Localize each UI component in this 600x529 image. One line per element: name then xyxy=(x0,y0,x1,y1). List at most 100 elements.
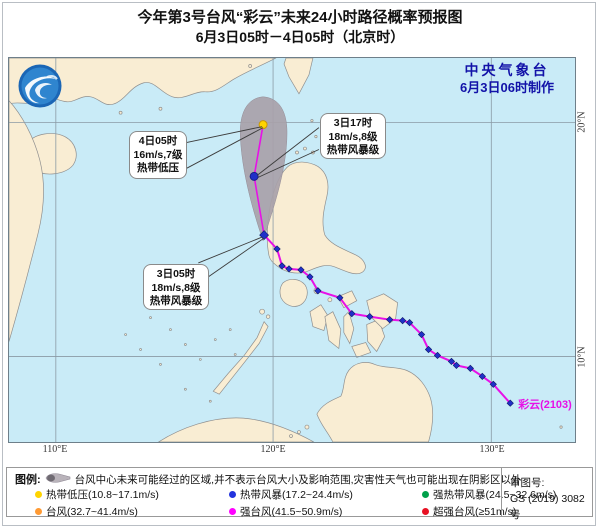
legend-item: 强台风(41.5~50.9m/s) xyxy=(229,504,342,519)
track-point xyxy=(478,372,486,380)
cone-note: 台风中心未来可能经过的区域,并不表示台风大小及影响范围,灾害性天气也可能出现在阴… xyxy=(74,473,522,486)
leader-line xyxy=(198,236,263,264)
land-bohol xyxy=(351,342,372,358)
land-palawan xyxy=(212,320,269,395)
leader-line xyxy=(256,127,320,176)
islet xyxy=(118,110,123,115)
legend-color-dot xyxy=(422,491,429,498)
islet xyxy=(304,424,310,430)
legend-color-dot xyxy=(229,508,236,515)
land-vietnam xyxy=(9,100,44,342)
cone-layer xyxy=(239,96,288,242)
legend-item: 热带风暴(17.2~24.4m/s) xyxy=(229,487,353,502)
legend-color-dot xyxy=(35,491,42,498)
track-point xyxy=(297,266,305,274)
lon-label: 110°E xyxy=(42,444,68,455)
legend-item: 超强台风(≥51m/s) xyxy=(422,504,516,519)
track-point xyxy=(452,361,461,370)
islet xyxy=(169,328,172,331)
islet xyxy=(259,308,265,315)
track-point xyxy=(405,319,414,327)
track-point xyxy=(386,316,394,324)
track-point xyxy=(273,245,281,253)
leader-line xyxy=(257,149,320,178)
islet xyxy=(559,425,563,429)
legend-color-dot xyxy=(422,508,429,515)
agency-name: 中央气象台 xyxy=(464,62,550,78)
islet xyxy=(310,119,314,123)
callout-box: 3日17时 18m/s,8级 热带风暴级 xyxy=(320,113,386,159)
islet xyxy=(159,363,162,366)
map-area: 彩云(2103) 中央气象台 6月3日06时制作 4日05时 16m/s,7级 热带… xyxy=(8,57,576,443)
track-point xyxy=(336,294,344,302)
agency-watermark: 中央气象台 6月3日06时制作 xyxy=(445,62,569,96)
legend-item-label: 超强台风(≥51m/s) xyxy=(433,506,517,518)
track-point xyxy=(398,317,407,325)
islet xyxy=(265,314,271,319)
page-title: 今年第3号台风“彩云”未来24小时路径概率预报图 xyxy=(137,9,463,26)
islet xyxy=(295,150,299,155)
callout-box: 4日05时 16m/s,7级 热带低压 xyxy=(129,131,187,179)
cone-icon xyxy=(45,472,71,487)
leader-layer xyxy=(186,126,320,278)
lon-label: 120°E xyxy=(260,444,286,455)
islet xyxy=(289,434,293,438)
land-luzon xyxy=(266,161,366,275)
islet xyxy=(149,316,152,319)
legend-item-label: 热带风暴(17.2~24.4m/s) xyxy=(240,489,353,501)
grid-layer xyxy=(9,58,575,442)
legend-item-label: 台风(32.7~41.4m/s) xyxy=(46,506,138,518)
legend-item: 强热带风暴(24.5~32.6m/s) xyxy=(422,487,556,502)
land-layer xyxy=(9,58,563,442)
track-point xyxy=(424,345,433,354)
islet xyxy=(184,343,187,346)
leader-line xyxy=(186,126,263,143)
legend-item: 台风(32.7~41.4m/s) xyxy=(35,504,138,519)
track-point xyxy=(285,265,293,273)
lon-label: 130°E xyxy=(479,444,505,455)
typhoon-map-svg: 彩云(2103) xyxy=(9,58,575,442)
islet xyxy=(303,146,307,151)
land-cebu xyxy=(343,311,355,345)
islet xyxy=(248,64,252,68)
issue-time: 6月3日06时制作 xyxy=(460,80,554,95)
legend-item-label: 热带低压(10.8~17.1m/s) xyxy=(46,489,159,501)
track-point xyxy=(314,287,322,295)
lat-label: 10°N xyxy=(576,346,588,368)
callout-box: 3日05时 18m/s,8级 热带风暴级 xyxy=(143,264,209,310)
probability-cone xyxy=(239,96,288,242)
storm-name-label: 彩云(2103) xyxy=(517,397,572,411)
track-point xyxy=(348,310,356,318)
leader-line xyxy=(208,237,265,278)
track-layer: 彩云(2103) xyxy=(249,120,572,411)
review-value: GS (2019) 3082号 xyxy=(510,493,585,521)
review-label: 审图号: xyxy=(510,477,545,489)
track-point xyxy=(306,273,314,281)
track-point xyxy=(366,313,374,321)
review-number-box: 审图号: GS (2019) 3082号 xyxy=(501,468,593,521)
legend-title: 图例: xyxy=(15,474,41,486)
legend-item-label: 强台风(41.5~50.9m/s) xyxy=(240,506,343,518)
page-subtitle: 6月3日05时－4日05时（北京时） xyxy=(195,29,405,45)
islet xyxy=(327,297,333,303)
islet xyxy=(208,399,212,403)
land-masbate xyxy=(337,290,358,309)
islet xyxy=(158,106,163,111)
track-point xyxy=(506,399,514,407)
legend-color-dot xyxy=(229,491,236,498)
islet xyxy=(124,333,127,336)
track-point xyxy=(278,262,286,270)
land-negros xyxy=(324,311,342,350)
legend-item-label: 强热带风暴(24.5~32.6m/s) xyxy=(433,489,557,501)
track-point xyxy=(447,357,456,366)
past-track-line xyxy=(263,234,511,404)
forecast-point xyxy=(249,171,259,181)
track-point xyxy=(466,364,474,372)
islet xyxy=(184,387,187,391)
legend-color-dot xyxy=(35,508,42,515)
legend-note-row: 图例: 台风中心未来可能经过的区域,并不表示台风大小及影响范围,灾害性天气也可能… xyxy=(15,471,522,487)
leader-line xyxy=(186,127,264,169)
land-mindanao xyxy=(316,362,434,442)
islet xyxy=(233,353,237,356)
